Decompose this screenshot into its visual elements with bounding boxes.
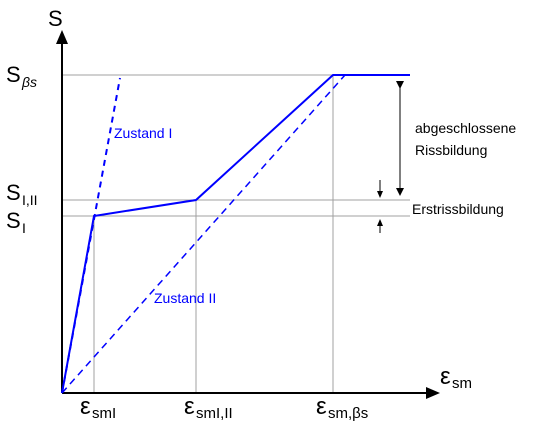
y-tick-s-I-II-main: S bbox=[6, 180, 21, 205]
x-tick-eps-smI-sub: smI bbox=[92, 405, 116, 422]
actual-response-curve bbox=[61, 74, 410, 394]
x-axis-label-main: ε bbox=[440, 363, 451, 390]
completed-cracking-label-line2: Rissbildung bbox=[415, 142, 487, 158]
x-tick-eps-smI-main: ε bbox=[80, 393, 91, 420]
x-tick-eps-sm-beta-s-main: ε bbox=[316, 393, 327, 420]
grid-lines bbox=[62, 74, 410, 393]
zustand-2-label: Zustand II bbox=[154, 290, 216, 306]
y-tick-s-beta-s-main: S bbox=[6, 62, 21, 87]
axes bbox=[56, 30, 440, 399]
x-tick-eps-sm-beta-s-sub: sm,βs bbox=[328, 405, 368, 422]
zustand-1-label: Zustand I bbox=[114, 125, 172, 141]
y-tick-s-I: S I bbox=[6, 208, 26, 236]
y-tick-s-I-main: S bbox=[6, 208, 21, 233]
y-tick-s-I-II-sub: I,II bbox=[22, 192, 38, 208]
x-tick-eps-smI-II-main: ε bbox=[184, 393, 195, 420]
y-tick-s-beta-s: S βs bbox=[6, 62, 37, 90]
first-cracking-markers bbox=[377, 180, 383, 233]
x-tick-eps-sm-beta-s: ε sm,βs bbox=[316, 393, 368, 422]
y-tick-s-beta-s-sub: βs bbox=[21, 74, 37, 90]
completed-cracking-label-line1: abgeschlossene bbox=[415, 120, 516, 136]
x-tick-eps-smI-II-sub: smI,II bbox=[196, 405, 233, 422]
x-axis-label-sub: sm bbox=[452, 375, 472, 392]
curves bbox=[61, 74, 410, 394]
y-axis-arrow bbox=[56, 30, 68, 44]
zustand-1-dashed-line bbox=[61, 77, 121, 394]
x-axis-label: ε sm bbox=[440, 363, 472, 392]
x-axis-arrow bbox=[426, 387, 440, 399]
x-tick-eps-smI: ε smI bbox=[80, 393, 116, 422]
x-tick-eps-smI-II: ε smI,II bbox=[184, 393, 233, 422]
y-axis-label: S bbox=[48, 6, 63, 31]
y-tick-s-I-II: S I,II bbox=[6, 180, 38, 208]
first-cracking-label: Erstrissbildung bbox=[412, 201, 504, 217]
zustand-2-dashed-line bbox=[61, 74, 346, 394]
y-tick-s-I-sub: I bbox=[22, 220, 26, 236]
